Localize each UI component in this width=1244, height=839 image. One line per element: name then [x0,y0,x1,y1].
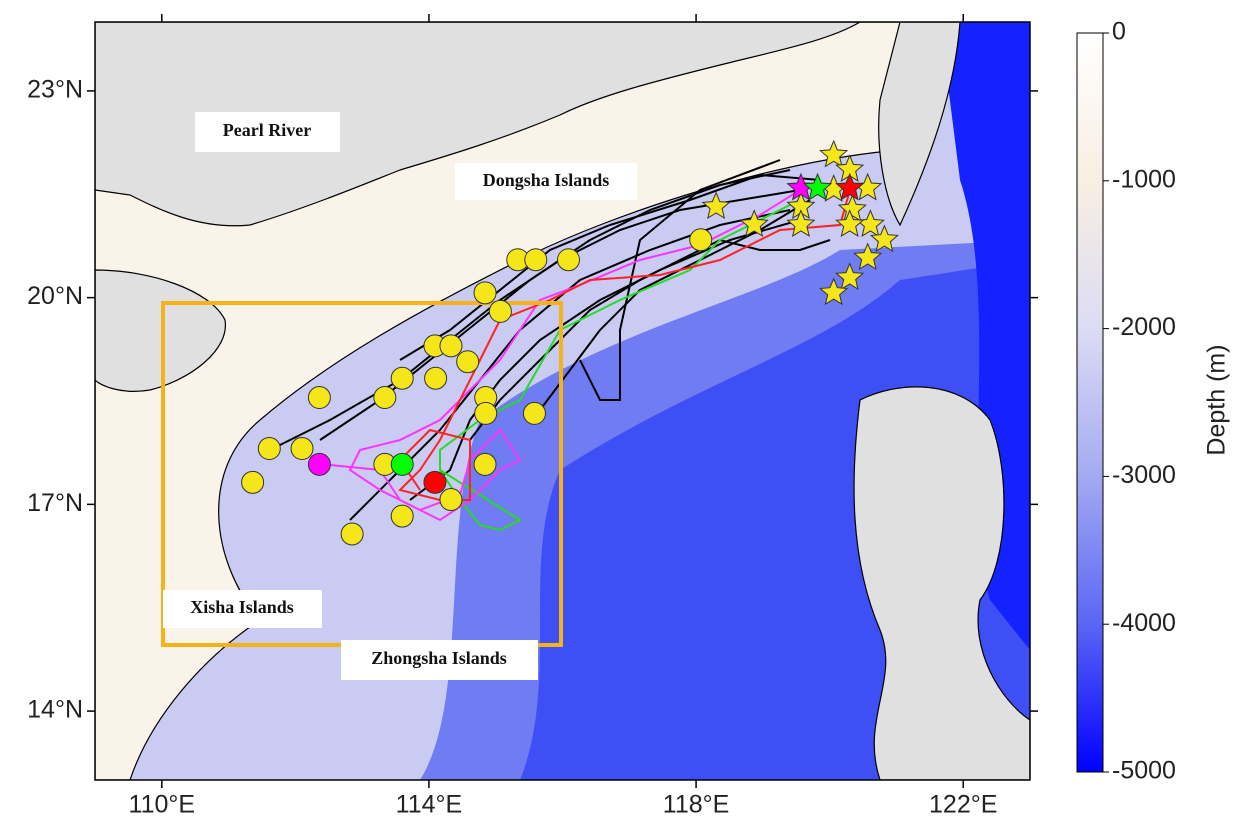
place-label: Xisha Islands [190,597,294,617]
label-box [163,590,322,628]
circle-marker [439,334,463,358]
map-area: Pearl River Dongsha Islands Xisha Island… [95,22,1030,780]
star-marker [819,139,849,168]
taiwan [878,22,961,227]
drift-tracks [269,159,831,521]
circle-marker [488,299,512,323]
colorbar-tick-label: -4000 [1112,609,1176,637]
colorbar-tick-label: -1000 [1112,165,1176,193]
star-marker [701,191,731,220]
label-box [455,163,637,200]
y-tick-label: 23°N [27,76,83,104]
mainland [95,22,862,227]
x-tick-label: 114°E [396,791,463,819]
circle-marker [439,488,463,512]
circle-marker [290,437,314,461]
red-track [398,189,851,501]
y-tick-label: 14°N [27,696,83,724]
star-marker [803,172,833,201]
circle-marker [524,248,548,272]
trench [940,22,1030,650]
colorbar [1076,32,1104,773]
colorbar-label: Depth (m) [1203,344,1231,455]
track [469,238,831,441]
star-marker [869,224,899,253]
shelf [95,22,901,780]
circle-marker [390,504,414,528]
place-label: Zhongsha Islands [371,648,507,668]
circle-marker [390,452,414,476]
circle-marker [689,228,713,252]
star-marker [837,194,867,222]
circle-marker [456,350,480,374]
markers [241,139,899,546]
x-tick-label: 110°E [129,791,196,819]
star-marker [786,209,816,237]
label-box [341,640,538,680]
colorbar-tick-label: -3000 [1112,461,1176,489]
x-tick-label: 122°E [929,791,997,819]
star-marker [835,209,865,237]
circle-marker [373,386,397,410]
colorbar-tick-label: -5000 [1112,757,1176,785]
circle-marker [390,366,414,390]
track [399,173,821,361]
circle-marker [424,366,448,390]
star-marker [853,242,883,271]
star-marker [819,277,849,306]
label-box [195,112,340,152]
place-label: Dongsha Islands [483,170,610,190]
star-marker [835,262,865,291]
circle-marker [473,452,497,476]
circle-marker [423,470,447,494]
hainan [95,269,226,392]
luzon [853,386,1030,780]
circle-marker [474,401,498,425]
x-tick-label: 118°E [663,791,730,819]
circle-marker [522,401,546,425]
colorbar-tick-label: 0 [1112,18,1126,46]
y-tick-label: 20°N [27,282,83,310]
circle-marker [307,452,331,476]
circle-marker [241,470,265,494]
colorbar-tick-label: -2000 [1112,313,1176,341]
circle-marker [557,248,581,272]
circle-marker [340,522,364,546]
track [409,219,801,501]
track [579,159,781,401]
star-marker [739,209,769,237]
y-tick-label: 17°N [27,489,83,517]
circle-marker [473,281,497,305]
circle-marker [307,386,331,410]
star-marker [835,172,865,201]
frame [94,21,1031,781]
place-label: Pearl River [223,120,311,140]
circle-marker [257,437,281,461]
